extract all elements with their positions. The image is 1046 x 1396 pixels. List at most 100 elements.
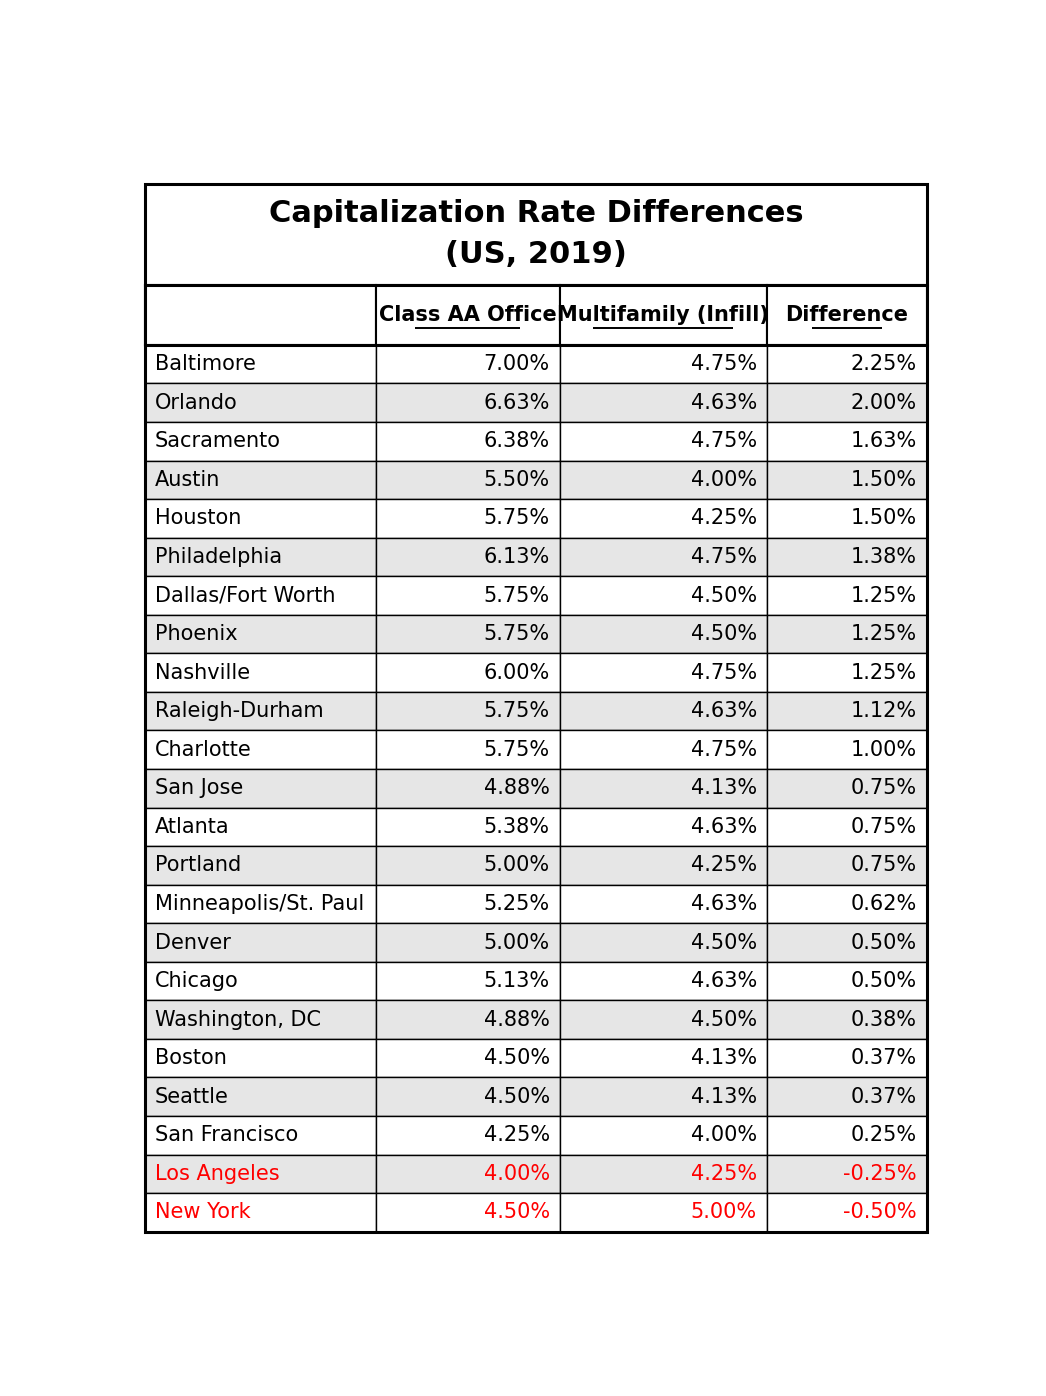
Text: 4.75%: 4.75% (690, 547, 757, 567)
Text: 5.75%: 5.75% (483, 740, 550, 759)
Bar (767, 1115, 927, 1154)
Bar (145, 730, 376, 769)
Bar (145, 461, 376, 500)
Text: 7.00%: 7.00% (483, 355, 550, 374)
Text: 4.50%: 4.50% (690, 624, 757, 644)
Bar (145, 184, 927, 285)
Bar (376, 730, 560, 769)
Bar (767, 730, 927, 769)
Bar (767, 692, 927, 730)
Bar (376, 577, 560, 614)
Text: Charlotte: Charlotte (155, 740, 252, 759)
Text: 6.00%: 6.00% (483, 663, 550, 683)
Text: 1.63%: 1.63% (850, 431, 917, 451)
Text: 4.00%: 4.00% (690, 1125, 757, 1145)
Text: 2.00%: 2.00% (851, 392, 917, 413)
Bar (145, 422, 376, 461)
Text: 0.37%: 0.37% (851, 1048, 917, 1068)
Text: Dallas/Fort Worth: Dallas/Fort Worth (155, 585, 336, 606)
Bar (560, 384, 767, 422)
Text: Austin: Austin (155, 470, 221, 490)
Bar (376, 1078, 560, 1115)
Text: Houston: Houston (155, 508, 242, 529)
Text: 1.00%: 1.00% (851, 740, 917, 759)
Text: 4.50%: 4.50% (690, 585, 757, 606)
Text: 4.25%: 4.25% (690, 508, 757, 529)
Bar (560, 422, 767, 461)
Text: 4.75%: 4.75% (690, 663, 757, 683)
Bar (376, 1039, 560, 1078)
Bar (145, 614, 376, 653)
Bar (767, 614, 927, 653)
Bar (767, 500, 927, 537)
Text: Orlando: Orlando (155, 392, 237, 413)
Text: Washington, DC: Washington, DC (155, 1009, 321, 1030)
Text: 4.13%: 4.13% (690, 1048, 757, 1068)
Text: 4.63%: 4.63% (690, 701, 757, 722)
Bar (145, 1194, 376, 1231)
Bar (767, 537, 927, 577)
Text: Sacramento: Sacramento (155, 431, 281, 451)
Bar (767, 962, 927, 1001)
Text: 4.25%: 4.25% (690, 856, 757, 875)
Bar (376, 422, 560, 461)
Text: -0.50%: -0.50% (843, 1202, 917, 1223)
Bar (560, 923, 767, 962)
Bar (145, 1115, 376, 1154)
Text: 0.38%: 0.38% (851, 1009, 917, 1030)
Text: Raleigh-Durham: Raleigh-Durham (155, 701, 323, 722)
Bar (560, 285, 767, 345)
Text: 4.63%: 4.63% (690, 392, 757, 413)
Bar (767, 807, 927, 846)
Bar (376, 923, 560, 962)
Text: Phoenix: Phoenix (155, 624, 237, 644)
Text: 0.75%: 0.75% (851, 779, 917, 799)
Text: 5.75%: 5.75% (483, 585, 550, 606)
Text: Minneapolis/St. Paul: Minneapolis/St. Paul (155, 893, 364, 914)
Text: 4.50%: 4.50% (690, 1009, 757, 1030)
Text: 1.25%: 1.25% (851, 585, 917, 606)
Bar (145, 577, 376, 614)
Bar (145, 1001, 376, 1039)
Text: Seattle: Seattle (155, 1086, 229, 1107)
Bar (376, 285, 560, 345)
Bar (560, 1154, 767, 1194)
Bar (560, 807, 767, 846)
Bar (560, 345, 767, 384)
Text: -0.25%: -0.25% (843, 1164, 917, 1184)
Bar (376, 692, 560, 730)
Text: 4.25%: 4.25% (483, 1125, 550, 1145)
Text: 4.50%: 4.50% (483, 1048, 550, 1068)
Bar (376, 1154, 560, 1194)
Bar (376, 461, 560, 500)
Bar (376, 500, 560, 537)
Text: 5.75%: 5.75% (483, 624, 550, 644)
Bar (767, 923, 927, 962)
Bar (560, 846, 767, 885)
Text: Difference: Difference (786, 304, 908, 325)
Bar (145, 285, 376, 345)
Bar (376, 962, 560, 1001)
Text: 5.38%: 5.38% (484, 817, 550, 836)
Bar (767, 769, 927, 807)
Text: 5.50%: 5.50% (483, 470, 550, 490)
Bar (767, 1001, 927, 1039)
Text: Philadelphia: Philadelphia (155, 547, 282, 567)
Text: 4.25%: 4.25% (690, 1164, 757, 1184)
Text: 4.50%: 4.50% (483, 1202, 550, 1223)
Text: Los Angeles: Los Angeles (155, 1164, 279, 1184)
Bar (376, 345, 560, 384)
Bar (145, 807, 376, 846)
Bar (560, 1115, 767, 1154)
Bar (560, 500, 767, 537)
Bar (767, 345, 927, 384)
Bar (376, 1194, 560, 1231)
Text: 4.13%: 4.13% (690, 779, 757, 799)
Bar (145, 345, 376, 384)
Text: 0.75%: 0.75% (851, 856, 917, 875)
Text: 4.50%: 4.50% (690, 933, 757, 952)
Text: 5.75%: 5.75% (483, 701, 550, 722)
Bar (560, 769, 767, 807)
Text: 0.50%: 0.50% (851, 972, 917, 991)
Text: 5.75%: 5.75% (483, 508, 550, 529)
